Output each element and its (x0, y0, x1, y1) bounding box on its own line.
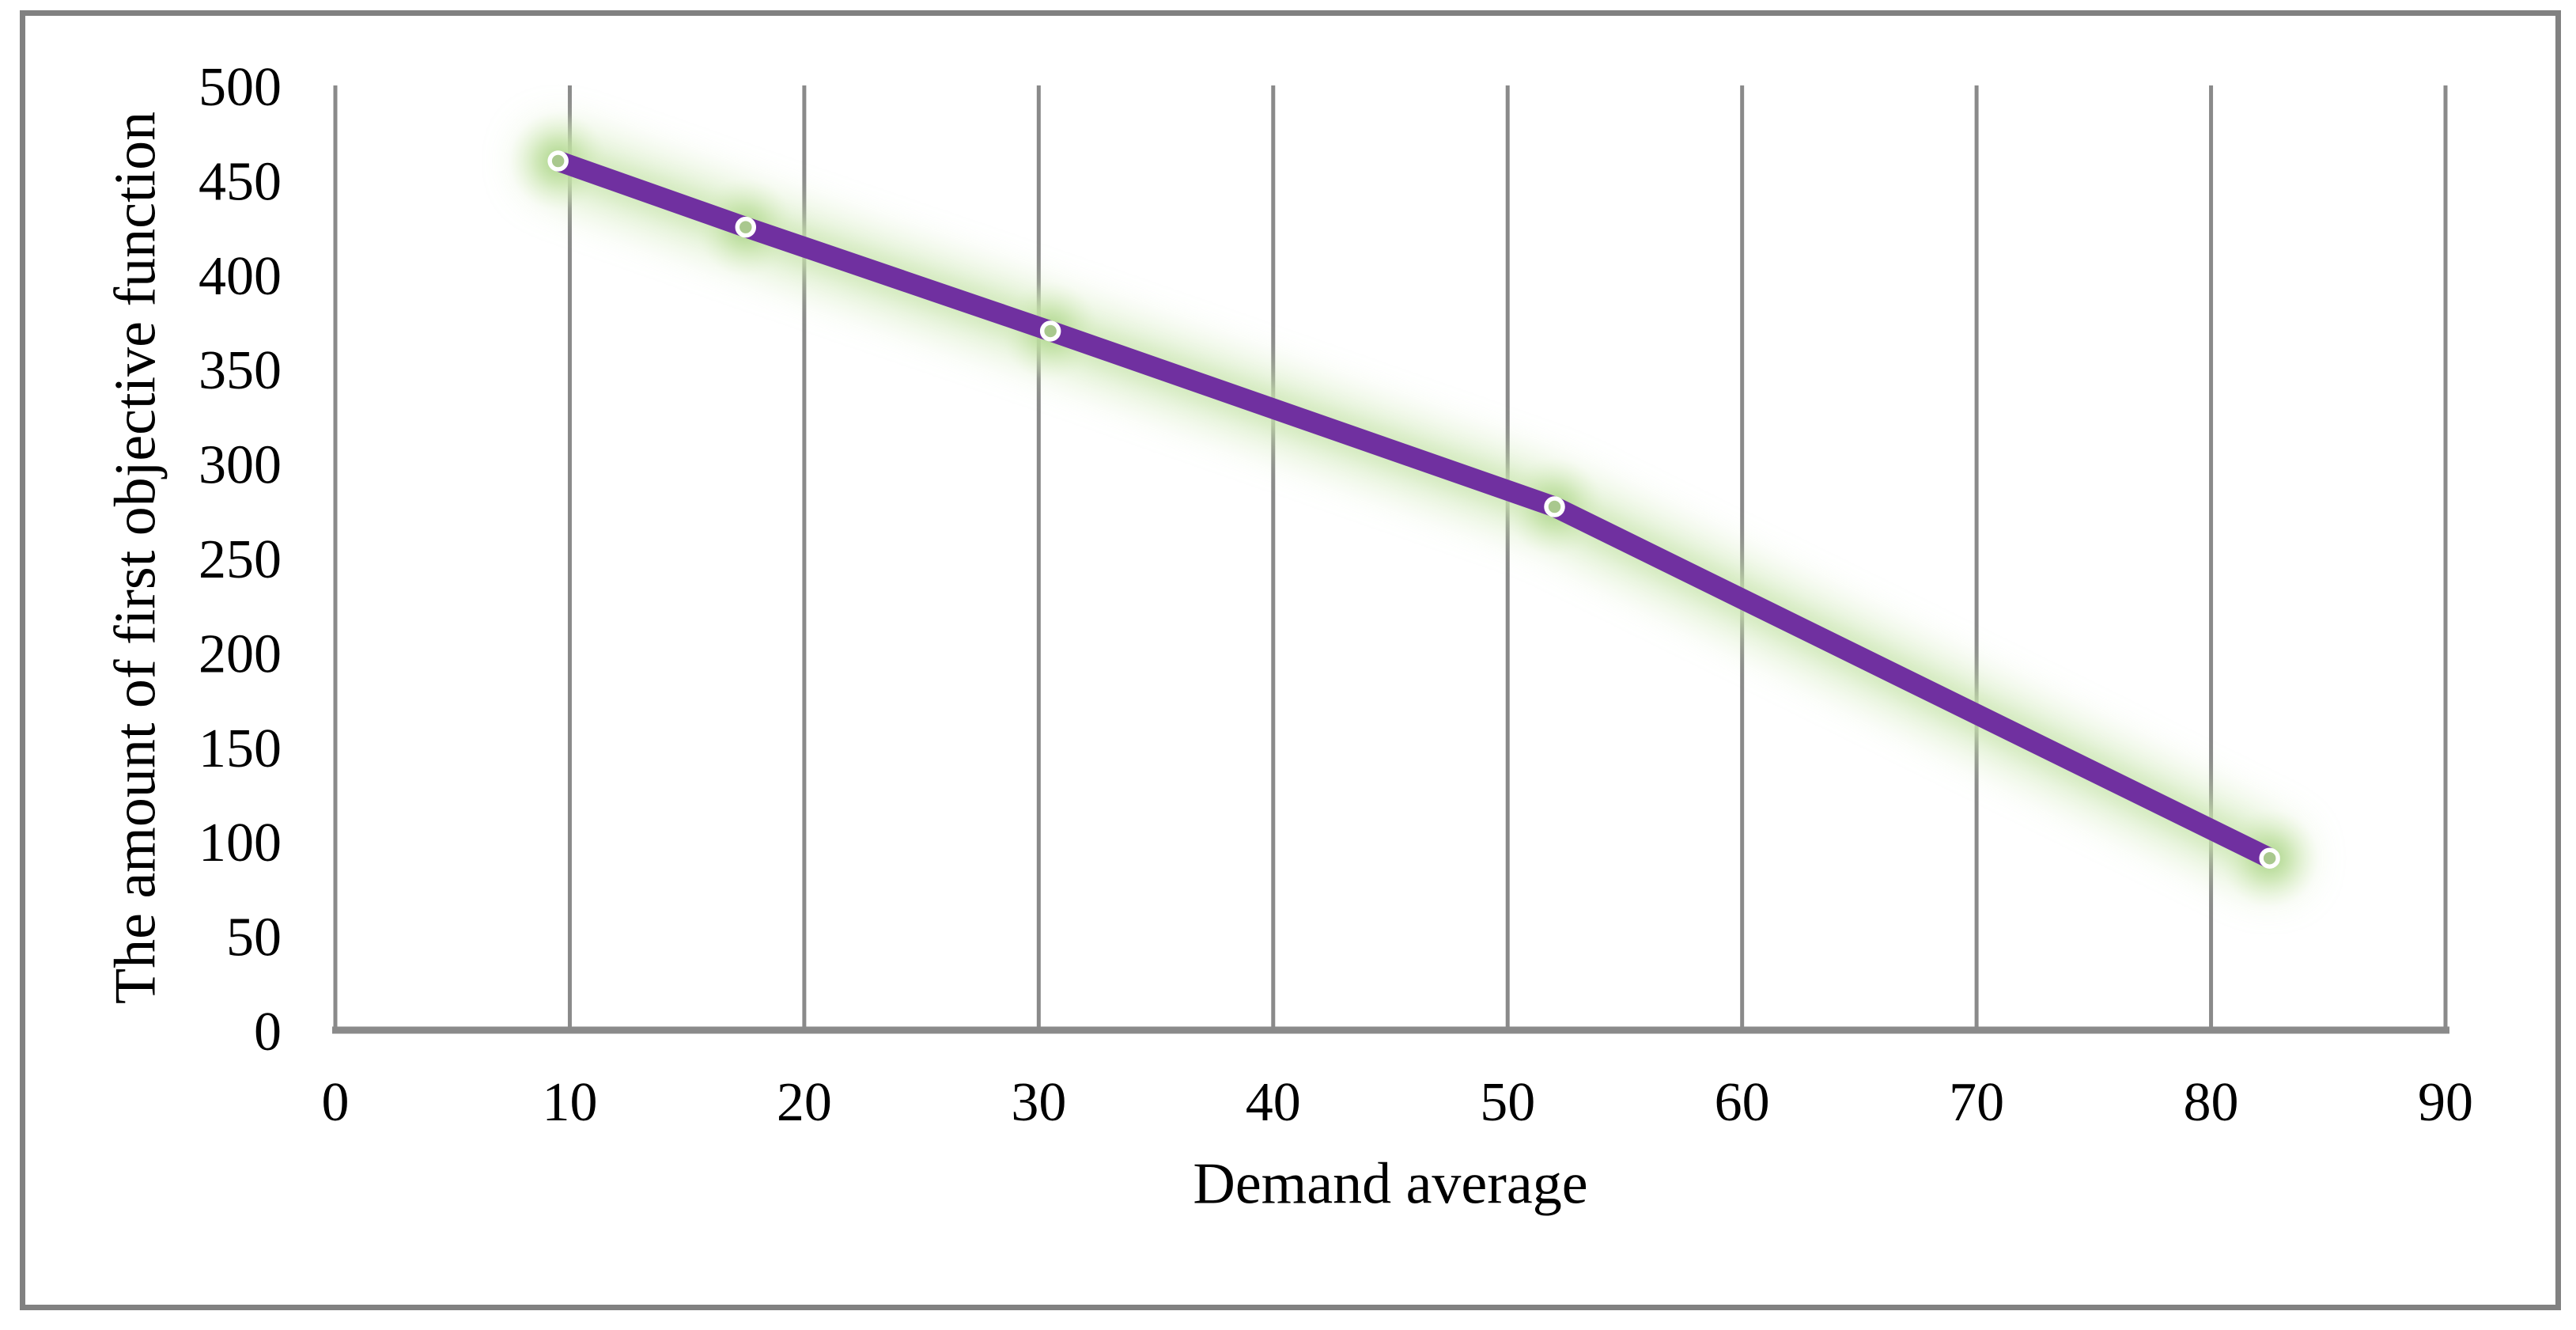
x-tick-label-90: 90 (2418, 1072, 2473, 1133)
data-point-marker-1 (735, 216, 757, 238)
y-tick-label-0: 0 (254, 1002, 282, 1063)
x-tick-label-70: 70 (1949, 1072, 2004, 1133)
x-tick-labels: 0 10 20 30 40 50 60 70 80 90 (322, 1072, 2474, 1133)
figure-border (20, 10, 2561, 1310)
y-tick-label-300: 300 (199, 435, 282, 496)
x-tick-label-80: 80 (2184, 1072, 2239, 1133)
x-axis-title: Demand average (1193, 1151, 1588, 1217)
data-point-marker-3 (1544, 496, 1565, 517)
x-tick-label-10: 10 (542, 1072, 597, 1133)
y-tick-label-250: 250 (199, 529, 282, 590)
x-tick-label-60: 60 (1715, 1072, 1770, 1133)
y-tick-label-50: 50 (226, 908, 282, 968)
y-tick-label-200: 200 (199, 623, 282, 684)
x-tick-label-50: 50 (1480, 1072, 1535, 1133)
x-tick-label-30: 30 (1011, 1072, 1066, 1133)
data-point-marker-2 (1039, 320, 1061, 342)
y-axis-title: The amount of first objective function (103, 111, 168, 1005)
data-point-marker-4 (2259, 847, 2280, 869)
y-tick-label-450: 450 (199, 151, 282, 212)
series-glow (524, 127, 2304, 892)
y-tick-label-100: 100 (199, 813, 282, 873)
vertical-gridlines (333, 85, 2448, 1030)
x-tick-label-40: 40 (1246, 1072, 1301, 1133)
y-tick-label-350: 350 (199, 340, 282, 401)
data-point-markers (547, 150, 2280, 869)
x-tick-label-0: 0 (322, 1072, 350, 1133)
y-tick-label-500: 500 (199, 57, 282, 118)
y-tick-label-400: 400 (199, 246, 282, 307)
data-point-marker-0 (547, 150, 569, 172)
x-tick-label-20: 20 (777, 1072, 832, 1133)
y-tick-label-150: 150 (199, 718, 282, 779)
y-tick-labels: 0 50 100 150 200 250 300 350 400 450 500 (199, 57, 282, 1063)
